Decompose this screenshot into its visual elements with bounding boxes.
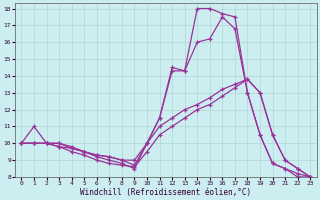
- X-axis label: Windchill (Refroidissement éolien,°C): Windchill (Refroidissement éolien,°C): [80, 188, 252, 197]
